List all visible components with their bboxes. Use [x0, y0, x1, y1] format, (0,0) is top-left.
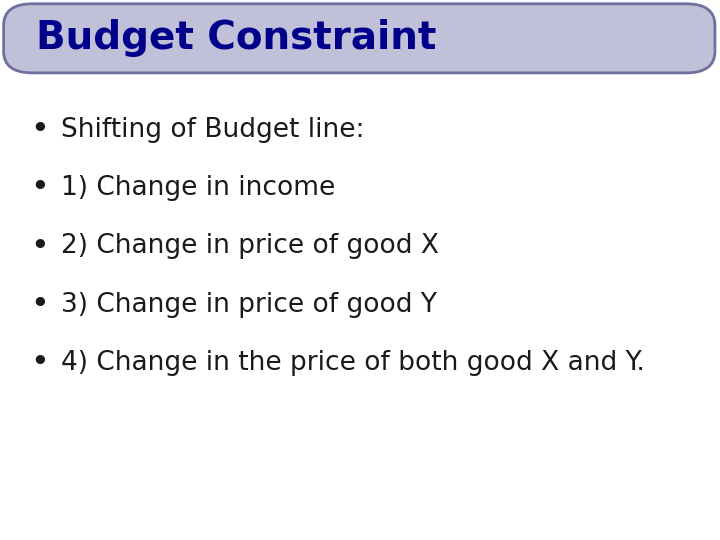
Text: 4) Change in the price of both good X and Y.: 4) Change in the price of both good X an… [61, 350, 645, 376]
Text: •: • [30, 231, 49, 262]
Text: •: • [30, 172, 49, 204]
Text: •: • [30, 114, 49, 145]
Text: 1) Change in income: 1) Change in income [61, 175, 336, 201]
Text: 2) Change in price of good X: 2) Change in price of good X [61, 233, 439, 259]
Text: •: • [30, 289, 49, 320]
Text: 3) Change in price of good Y: 3) Change in price of good Y [61, 292, 437, 318]
Text: Shifting of Budget line:: Shifting of Budget line: [61, 117, 365, 143]
Text: •: • [30, 347, 49, 379]
Text: Budget Constraint: Budget Constraint [36, 19, 436, 57]
FancyBboxPatch shape [4, 4, 715, 73]
